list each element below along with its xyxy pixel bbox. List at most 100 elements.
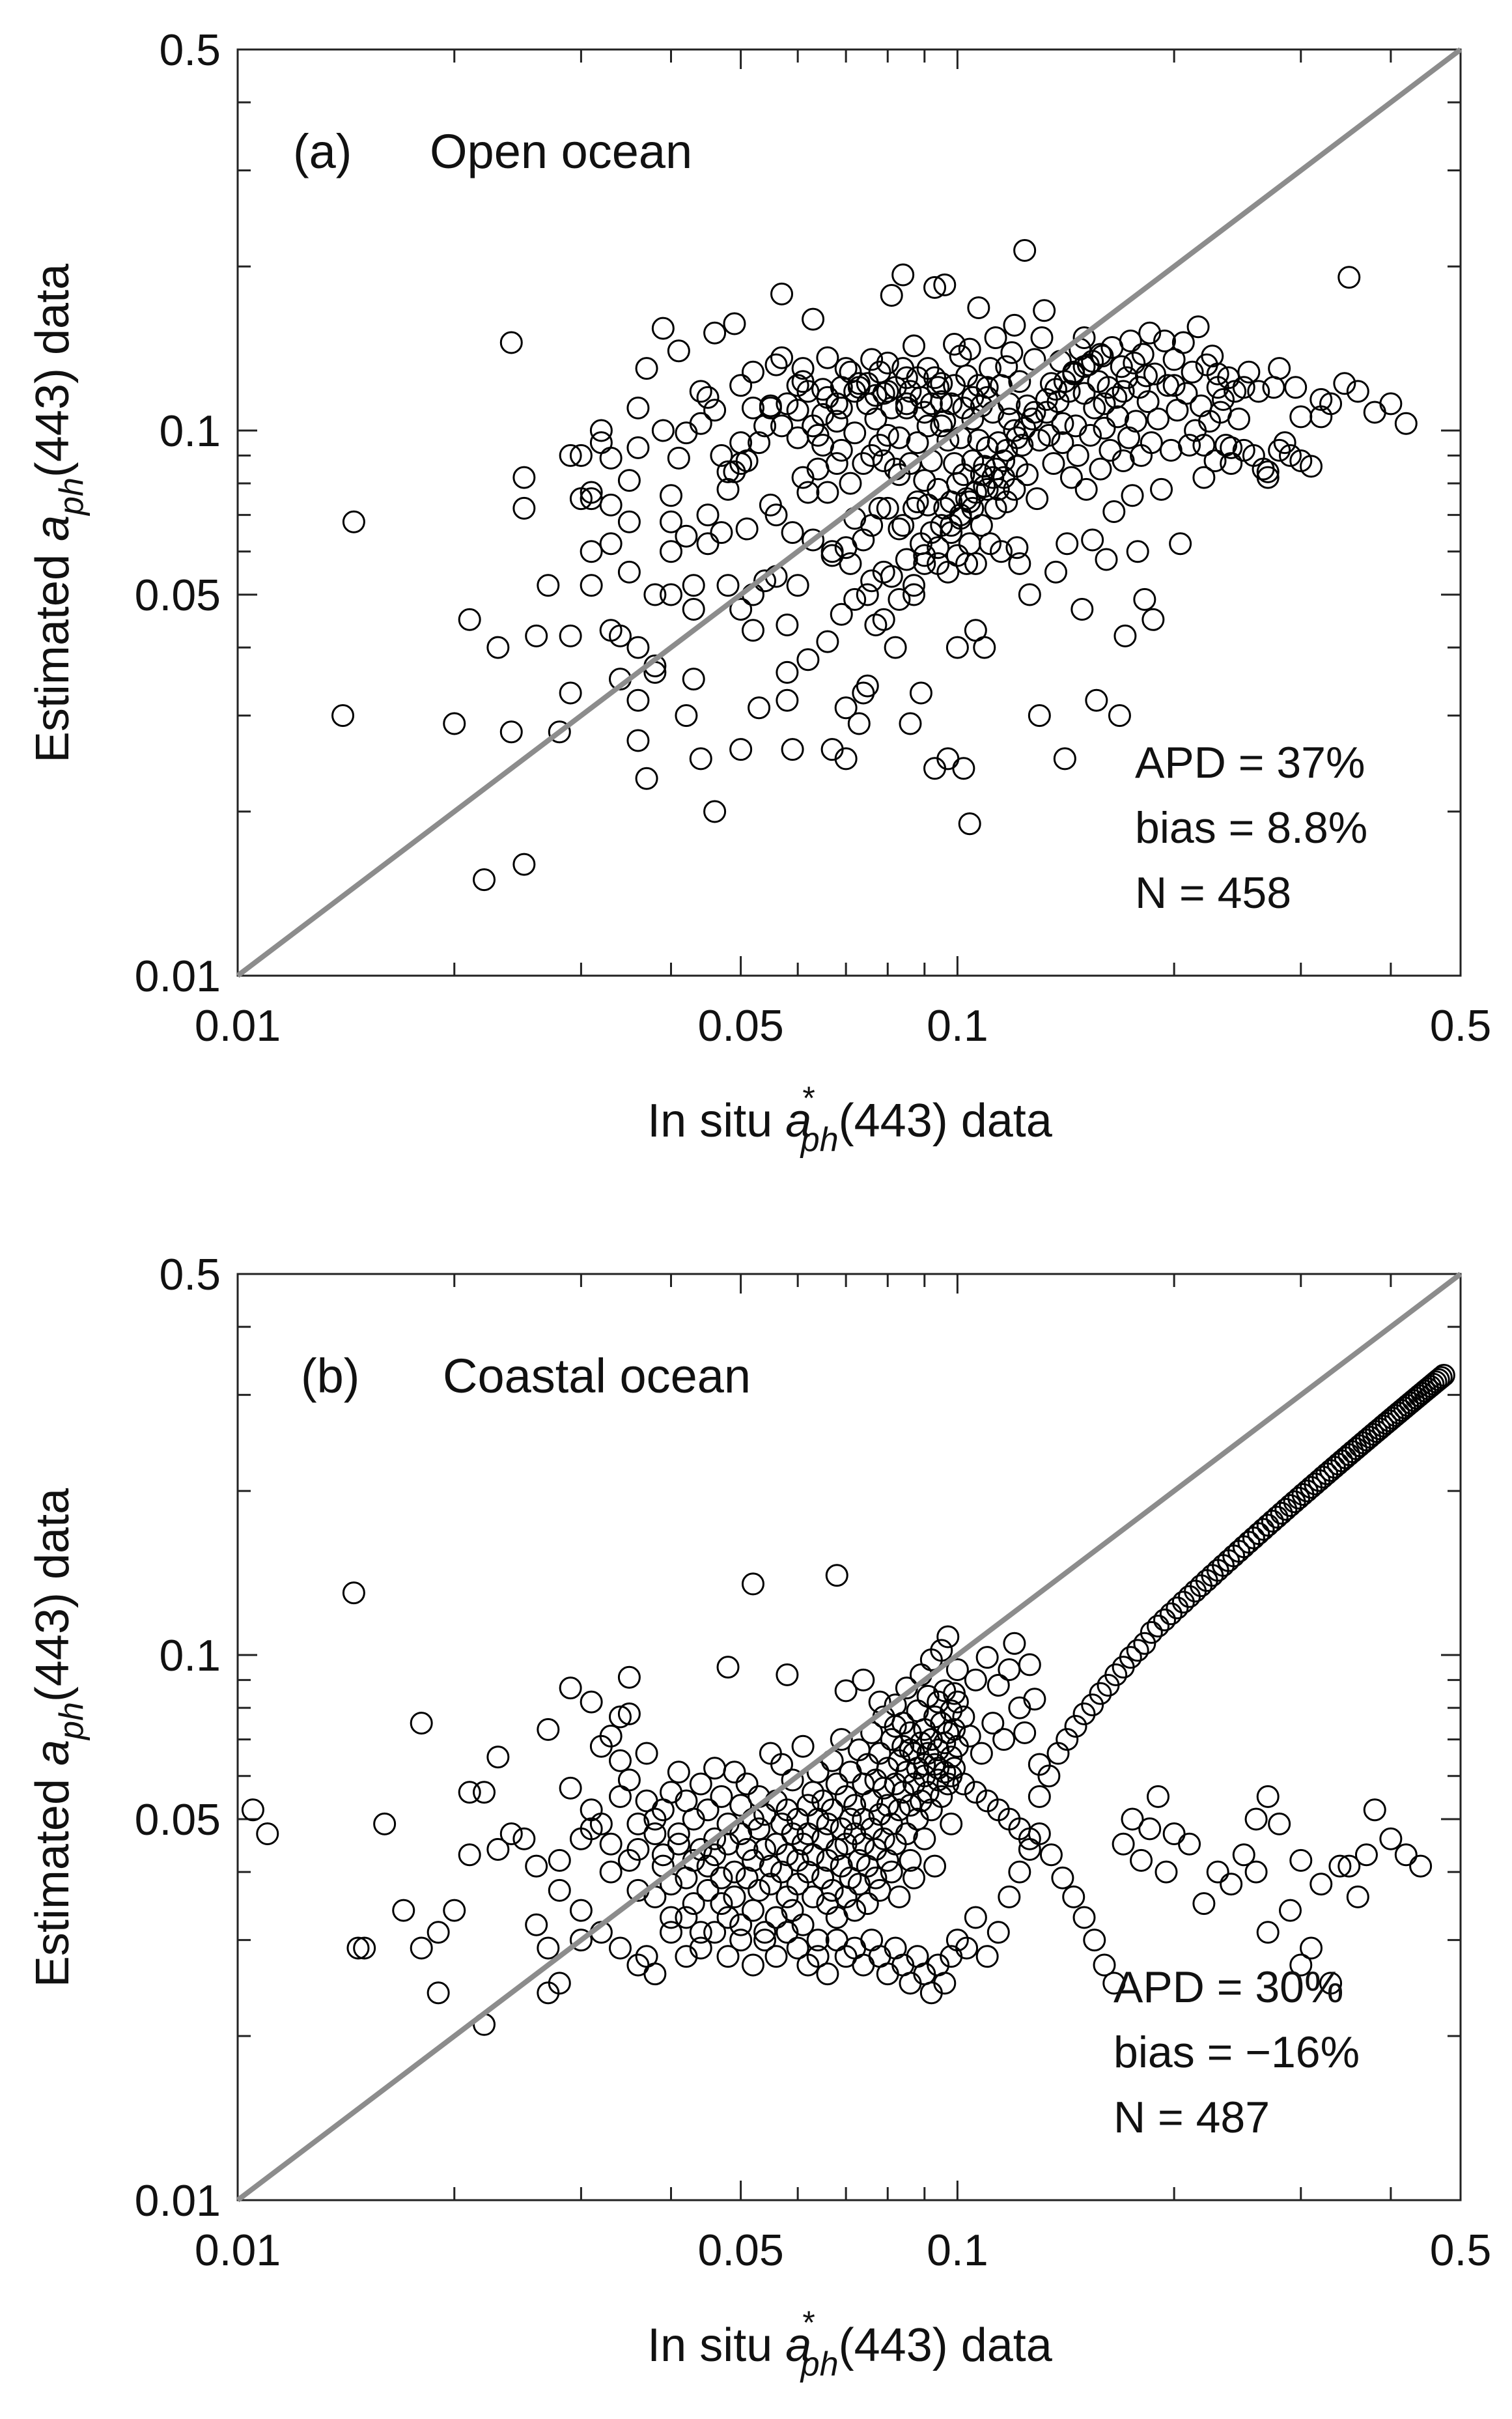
data-point <box>1028 704 1051 728</box>
data-point <box>1278 1899 1302 1922</box>
data-point <box>626 1812 650 1835</box>
data-point <box>1143 362 1166 386</box>
data-point <box>930 414 953 438</box>
data-point <box>864 1866 888 1889</box>
data-point <box>1268 1812 1291 1835</box>
data-point <box>1033 299 1056 322</box>
data-point <box>998 1885 1021 1908</box>
data-point <box>1072 326 1096 350</box>
data-point <box>843 1899 867 1922</box>
data-point <box>667 1832 690 1856</box>
data-point <box>1093 416 1116 440</box>
stat-apd: APD = 30% <box>1113 1962 1343 2012</box>
data-point <box>689 747 712 771</box>
data-point <box>1140 1620 1163 1644</box>
data-point <box>1319 1972 1343 1995</box>
data-point <box>651 1843 675 1867</box>
data-point <box>955 1936 979 1960</box>
data-point <box>856 583 879 606</box>
data-point <box>923 1705 947 1729</box>
data-point <box>856 372 879 395</box>
data-point <box>1062 1885 1085 1908</box>
data-point <box>970 1742 993 1765</box>
data-point <box>964 1668 987 1691</box>
data-point <box>868 360 891 384</box>
data-point <box>876 423 899 447</box>
data-point <box>1053 747 1076 771</box>
stat-bias: bias = −16% <box>1113 2028 1360 2077</box>
data-point <box>852 681 875 705</box>
y-tick-label: 0.01 <box>135 952 221 1001</box>
data-point <box>913 401 936 424</box>
data-point <box>696 532 720 556</box>
data-point <box>1079 423 1102 447</box>
data-point <box>1289 405 1313 429</box>
panel-title: Coastal ocean <box>443 1349 751 1403</box>
data-point <box>834 1679 858 1703</box>
data-point <box>888 1885 911 1908</box>
data-point <box>559 1776 582 1800</box>
data-point <box>1424 1370 1448 1394</box>
data-point <box>1081 350 1104 373</box>
data-point <box>876 496 899 520</box>
y-tick-label: 0.5 <box>159 25 221 75</box>
data-point <box>1108 704 1131 728</box>
data-point <box>834 696 858 720</box>
data-point <box>945 1690 969 1714</box>
data-point <box>608 1936 632 1960</box>
data-point <box>1181 360 1204 384</box>
y-tick-label: 0.01 <box>135 2176 221 2226</box>
data-point <box>825 410 848 433</box>
stat-n: N = 458 <box>1135 868 1291 918</box>
data-point <box>580 1690 603 1714</box>
data-point <box>961 449 985 472</box>
data-point <box>1155 1860 1178 1884</box>
data-point <box>710 521 733 545</box>
data-point <box>1244 1860 1268 1884</box>
data-point <box>1429 1366 1453 1389</box>
stat-apd: APD = 37% <box>1135 738 1365 787</box>
data-point <box>1083 1929 1106 1952</box>
data-point <box>759 1854 782 1878</box>
data-point <box>1130 1848 1153 1872</box>
tick-labels: 0.01 0.05 0.1 0.5 0.01 0.05 0.1 0.5 <box>135 1250 1492 2275</box>
data-point <box>860 569 884 593</box>
data-point <box>895 548 918 571</box>
data-point <box>872 608 895 631</box>
data-point <box>899 1794 922 1817</box>
axis-ticks <box>236 1273 1462 2201</box>
data-point <box>981 1712 1005 1735</box>
data-point <box>1232 1843 1255 1867</box>
one-to-one-line <box>236 1271 1463 2203</box>
data-point <box>1013 1721 1037 1744</box>
data-point <box>548 1848 571 1872</box>
data-point <box>975 477 999 501</box>
data-point <box>660 540 683 563</box>
data-point <box>559 444 582 467</box>
data-point <box>1309 388 1333 411</box>
data-point <box>1133 587 1156 611</box>
data-point <box>729 1794 753 1817</box>
data-point <box>888 1798 911 1822</box>
data-point <box>1028 1785 1051 1808</box>
data-point <box>1256 1785 1280 1808</box>
data-point <box>1432 1363 1455 1387</box>
data-point <box>1265 1505 1289 1529</box>
data-point <box>703 1827 727 1850</box>
data-point <box>1008 370 1031 393</box>
data-point <box>1081 1693 1104 1717</box>
data-point <box>1166 1596 1189 1620</box>
data-point <box>786 399 809 422</box>
axis-ticks <box>236 48 1462 977</box>
data-point <box>856 674 879 698</box>
data-point <box>729 738 753 761</box>
data-point <box>1119 1646 1142 1669</box>
panel-label: (b) <box>301 1349 359 1403</box>
data-point <box>689 1772 712 1796</box>
data-point <box>512 496 536 520</box>
data-point <box>806 1945 830 1968</box>
data-point <box>729 1929 753 1952</box>
data-point <box>927 1768 950 1792</box>
data-point <box>964 552 987 575</box>
data-point <box>667 1822 690 1845</box>
